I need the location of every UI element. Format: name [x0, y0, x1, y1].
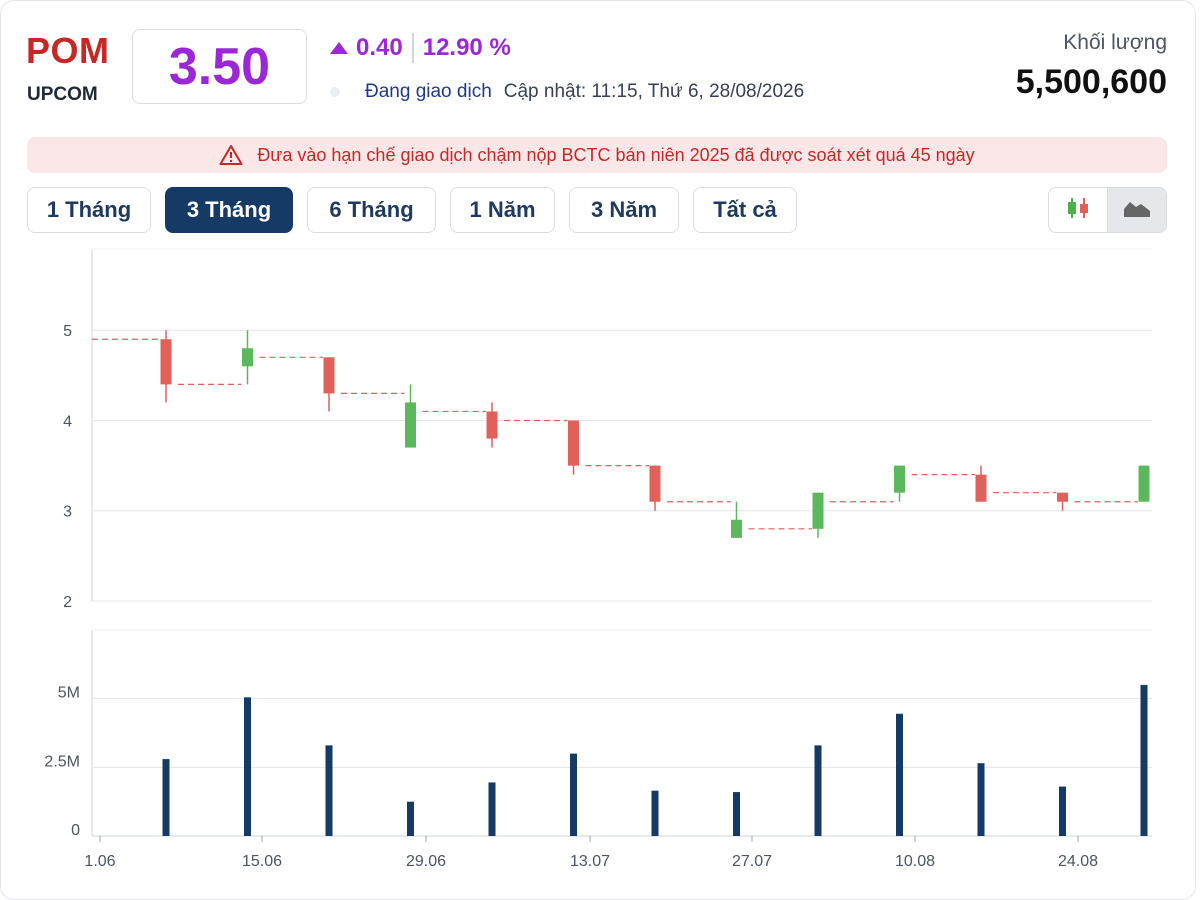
status-dot-icon: [330, 87, 340, 97]
volume-bar: [162, 759, 170, 836]
tab-1-month[interactable]: 1 Tháng: [27, 187, 151, 233]
chart-type-toggle: [1048, 187, 1167, 233]
volume-bar: [325, 745, 333, 836]
change-divider: [411, 33, 414, 63]
candle-body: [1057, 492, 1068, 502]
volume-tick-label: 5M: [58, 685, 80, 702]
volume-bar: [488, 782, 496, 836]
change-percent: 12.90 %: [422, 34, 511, 61]
period-tabs: 1 Tháng 3 Tháng 6 Tháng 1 Năm 3 Năm Tất …: [27, 187, 811, 233]
stock-symbol: POM: [26, 30, 110, 71]
price-tick-label: 4: [63, 413, 72, 430]
tab-label: 1 Năm: [469, 197, 536, 222]
volume-bar: [651, 790, 659, 836]
candle-body: [812, 492, 824, 529]
exchange-name: UPCOM: [27, 84, 98, 105]
tab-3-months[interactable]: 3 Tháng: [165, 187, 293, 233]
tab-label: 3 Tháng: [186, 197, 272, 222]
tab-label: 1 Tháng: [46, 197, 132, 222]
current-price: 3.50: [132, 29, 307, 104]
area-chart-icon: [1122, 197, 1152, 224]
x-tick-label: 24.08: [1058, 853, 1098, 870]
candle-body: [405, 402, 416, 448]
warning-triangle-icon: [219, 144, 243, 166]
tab-3-years[interactable]: 3 Năm: [569, 187, 679, 233]
volume-tick-label: 0: [71, 822, 80, 839]
tab-label: 3 Năm: [590, 197, 658, 222]
x-tick-label: 15.06: [242, 853, 282, 870]
x-tick-label: 29.06: [406, 853, 446, 870]
candle-body: [1138, 465, 1150, 502]
price-volume-chart: 2 3 4 5 0 2.5M 5M 1.06 15.06 29.06 13.07 27.07 10.08…: [44, 248, 1152, 870]
volume-bar: [733, 792, 740, 836]
candle-body: [894, 465, 905, 493]
candlestick-icon: [1065, 196, 1091, 225]
price-change: 0.40 12.90 %: [330, 33, 511, 63]
tab-all[interactable]: Tất cả: [693, 187, 797, 233]
area-chart-toggle-button[interactable]: [1107, 188, 1166, 232]
volume-bar: [407, 801, 414, 836]
candle-body: [323, 357, 335, 394]
volume-bar: [896, 713, 903, 836]
price-tick-label: 3: [63, 504, 72, 521]
x-tick-label: 1.06: [84, 853, 115, 870]
volume-bar: [1140, 684, 1148, 836]
trading-alert: Đưa vào hạn chế giao dịch chậm nộp BCTC …: [27, 137, 1167, 173]
candle-body: [731, 519, 742, 538]
volume-label: Khối lượng: [1063, 31, 1167, 54]
x-tick-label: 13.07: [570, 853, 610, 870]
volume-value: 5,500,600: [1015, 63, 1167, 101]
up-arrow-icon: [330, 42, 348, 54]
price-tick-label: 5: [63, 323, 72, 340]
candle-body: [568, 420, 579, 466]
tab-label: Tất cả: [713, 197, 777, 222]
price-tick-label: 2: [63, 594, 72, 611]
tab-1-year[interactable]: 1 Năm: [450, 187, 555, 233]
volume-bar: [977, 763, 985, 836]
candle-body: [160, 339, 172, 385]
tab-6-months[interactable]: 6 Tháng: [307, 187, 436, 233]
candle-body: [649, 465, 661, 502]
volume-bar: [570, 753, 577, 836]
candle-body: [242, 348, 253, 367]
tab-label: 6 Tháng: [329, 197, 414, 222]
volume-tick-label: 2.5M: [44, 753, 80, 770]
candle-body: [486, 411, 498, 439]
volume-bar: [814, 745, 822, 836]
update-time: Cập nhật: 11:15, Thứ 6, 28/08/2026: [503, 81, 805, 102]
x-tick-label: 27.07: [732, 853, 772, 870]
candlestick-toggle-button[interactable]: [1049, 188, 1107, 232]
candle-body: [975, 474, 987, 502]
trading-status: Đang giao dịch Cập nhật: 11:15, Thứ 6, 2…: [330, 81, 804, 103]
volume-bar: [244, 697, 251, 836]
change-value: 0.40: [356, 34, 403, 61]
x-tick-label: 10.08: [895, 853, 935, 870]
volume-bar: [1059, 786, 1066, 836]
status-text: Đang giao dịch: [365, 81, 492, 102]
alert-text: Đưa vào hạn chế giao dịch chậm nộp BCTC …: [257, 144, 975, 165]
